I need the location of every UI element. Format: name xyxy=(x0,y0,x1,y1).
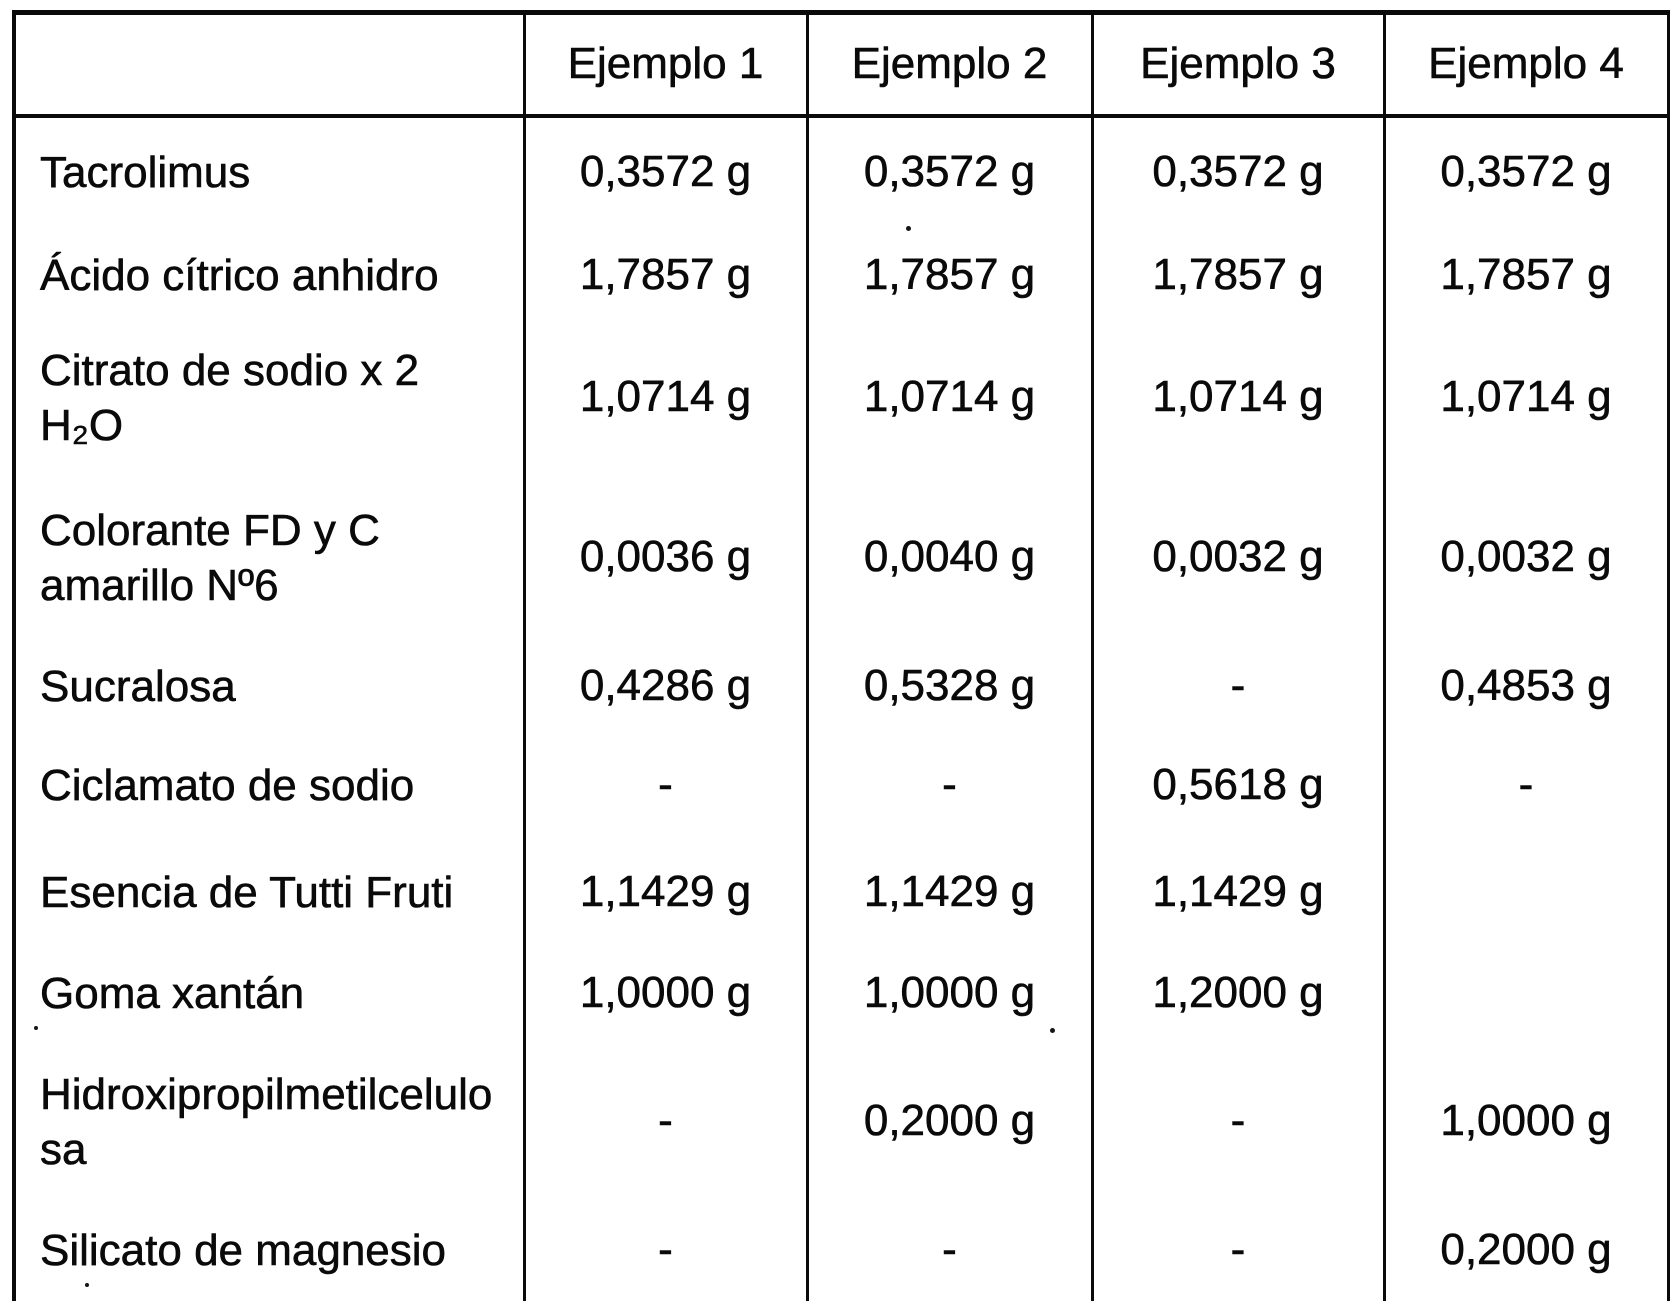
table-row: Esencia de Tutti Fruti 1,1429 g 1,1429 g 1,… xyxy=(12,840,1670,945)
amount-cell: 0,3572 g xyxy=(522,115,809,228)
table-row: Hidroxipropilmetilcelulo sa -0,2000 g -1,0… xyxy=(12,1042,1670,1201)
amount-cell: 0,2000 g xyxy=(1382,1200,1670,1301)
table-row: Silicato de magnesio - - -0,2000 g xyxy=(12,1200,1670,1301)
header-cell-ejemplo-1: Ejemplo 1 xyxy=(522,12,809,118)
ingredient-label: Esencia de Tutti Fruti xyxy=(12,840,526,945)
ingredient-label: Hidroxipropilmetilcelulo sa xyxy=(12,1042,526,1201)
amount-cell: 1,2000 g xyxy=(1090,944,1386,1043)
table-row: Ciclamato de sodio - -0,5618 g- xyxy=(12,730,1670,841)
amount-cell: 1,7857 g xyxy=(1090,227,1386,323)
amount-cell: - xyxy=(522,1042,809,1201)
amount-cell: 0,3572 g xyxy=(1090,115,1386,228)
amount-cell: 1,0714 g xyxy=(805,322,1094,473)
scan-artifact xyxy=(34,1026,38,1030)
amount-cell: 1,1429 g xyxy=(1090,840,1386,945)
amount-cell: 0,4853 g xyxy=(1382,642,1670,731)
amount-cell: - xyxy=(805,730,1094,841)
amount-cell: 1,7857 g xyxy=(522,227,809,323)
table-row: Goma xantán 1,0000 g 1,0000 g 1,2000 g xyxy=(12,944,1670,1043)
amount-cell: 0,0040 g xyxy=(805,472,1094,643)
table-body: Tacrolimus 0,3572 g 0,3572 g 0,3572 g 0,3572… xyxy=(12,115,1670,1301)
amount-cell xyxy=(1382,840,1670,945)
amount-cell: - xyxy=(1090,1042,1386,1201)
scan-artifact xyxy=(85,1283,89,1287)
amount-cell: 1,1429 g xyxy=(805,840,1094,945)
amount-cell: 0,5618 g xyxy=(1090,730,1386,841)
header-cell-ejemplo-3: Ejemplo 3 xyxy=(1090,12,1386,118)
table-row: Tacrolimus 0,3572 g 0,3572 g 0,3572 g 0,3572… xyxy=(12,115,1670,228)
scan-artifact xyxy=(1050,1028,1055,1033)
amount-cell: 1,1429 g xyxy=(522,840,809,945)
amount-cell: 1,0714 g xyxy=(1090,322,1386,473)
amount-cell: 1,0714 g xyxy=(1382,322,1670,473)
amount-cell: 0,3572 g xyxy=(805,115,1094,228)
table-row: Sucralosa 0,4286 g 0,5328 g -0,4853 g xyxy=(12,642,1670,731)
amount-cell: 1,7857 g xyxy=(1382,227,1670,323)
scan-artifact xyxy=(906,226,911,231)
header-cell-ejemplo-4: Ejemplo 4 xyxy=(1382,12,1670,118)
amount-cell: - xyxy=(522,730,809,841)
amount-cell: - xyxy=(805,1200,1094,1301)
amount-cell: 1,0000 g xyxy=(522,944,809,1043)
header-cell-ejemplo-2: Ejemplo 2 xyxy=(805,12,1094,118)
ingredient-label: Ácido cítrico anhidro xyxy=(12,227,526,323)
table-row: Colorante FD y C amarillo Nº6 0,0036 g 0,0… xyxy=(12,472,1670,643)
ingredient-label: Silicato de magnesio xyxy=(12,1200,526,1301)
ingredient-label: Sucralosa xyxy=(12,642,526,731)
amount-cell: 0,0036 g xyxy=(522,472,809,643)
amount-cell: 1,0714 g xyxy=(522,322,809,473)
header-cell-blank xyxy=(12,12,526,118)
amount-cell: 0,5328 g xyxy=(805,642,1094,731)
amount-cell: 0,4286 g xyxy=(522,642,809,731)
scan-artifact xyxy=(695,670,699,674)
ingredient-label: Citrato de sodio x 2 H₂O xyxy=(12,322,526,473)
amount-cell: - xyxy=(1382,730,1670,841)
amount-cell: - xyxy=(1090,1200,1386,1301)
header-row: Ejemplo 1 Ejemplo 2 Ejemplo 3 Ejemplo 4 xyxy=(12,12,1670,118)
amount-cell: - xyxy=(522,1200,809,1301)
amount-cell: - xyxy=(1090,642,1386,731)
amount-cell: 0,0032 g xyxy=(1090,472,1386,643)
table-row: Ácido cítrico anhidro 1,7857 g 1,7857 g 1,7… xyxy=(12,227,1670,323)
ingredient-label: Goma xantán xyxy=(12,944,526,1043)
ingredient-label: Colorante FD y C amarillo Nº6 xyxy=(12,472,526,643)
ingredient-label: Ciclamato de sodio xyxy=(12,730,526,841)
table-row: Citrato de sodio x 2 H₂O 1,0714 g 1,0714 g… xyxy=(12,322,1670,473)
amount-cell xyxy=(1382,944,1670,1043)
amount-cell: 0,0032 g xyxy=(1382,472,1670,643)
formulation-table: Ejemplo 1 Ejemplo 2 Ejemplo 3 Ejemplo 4 … xyxy=(12,10,1670,1301)
amount-cell: 0,2000 g xyxy=(805,1042,1094,1201)
amount-cell: 1,0000 g xyxy=(1382,1042,1670,1201)
amount-cell: 1,0000 g xyxy=(805,944,1094,1043)
amount-cell: 0,3572 g xyxy=(1382,115,1670,228)
ingredient-label: Tacrolimus xyxy=(12,115,526,228)
table-header: Ejemplo 1 Ejemplo 2 Ejemplo 3 Ejemplo 4 xyxy=(12,12,1670,118)
amount-cell: 1,7857 g xyxy=(805,227,1094,323)
